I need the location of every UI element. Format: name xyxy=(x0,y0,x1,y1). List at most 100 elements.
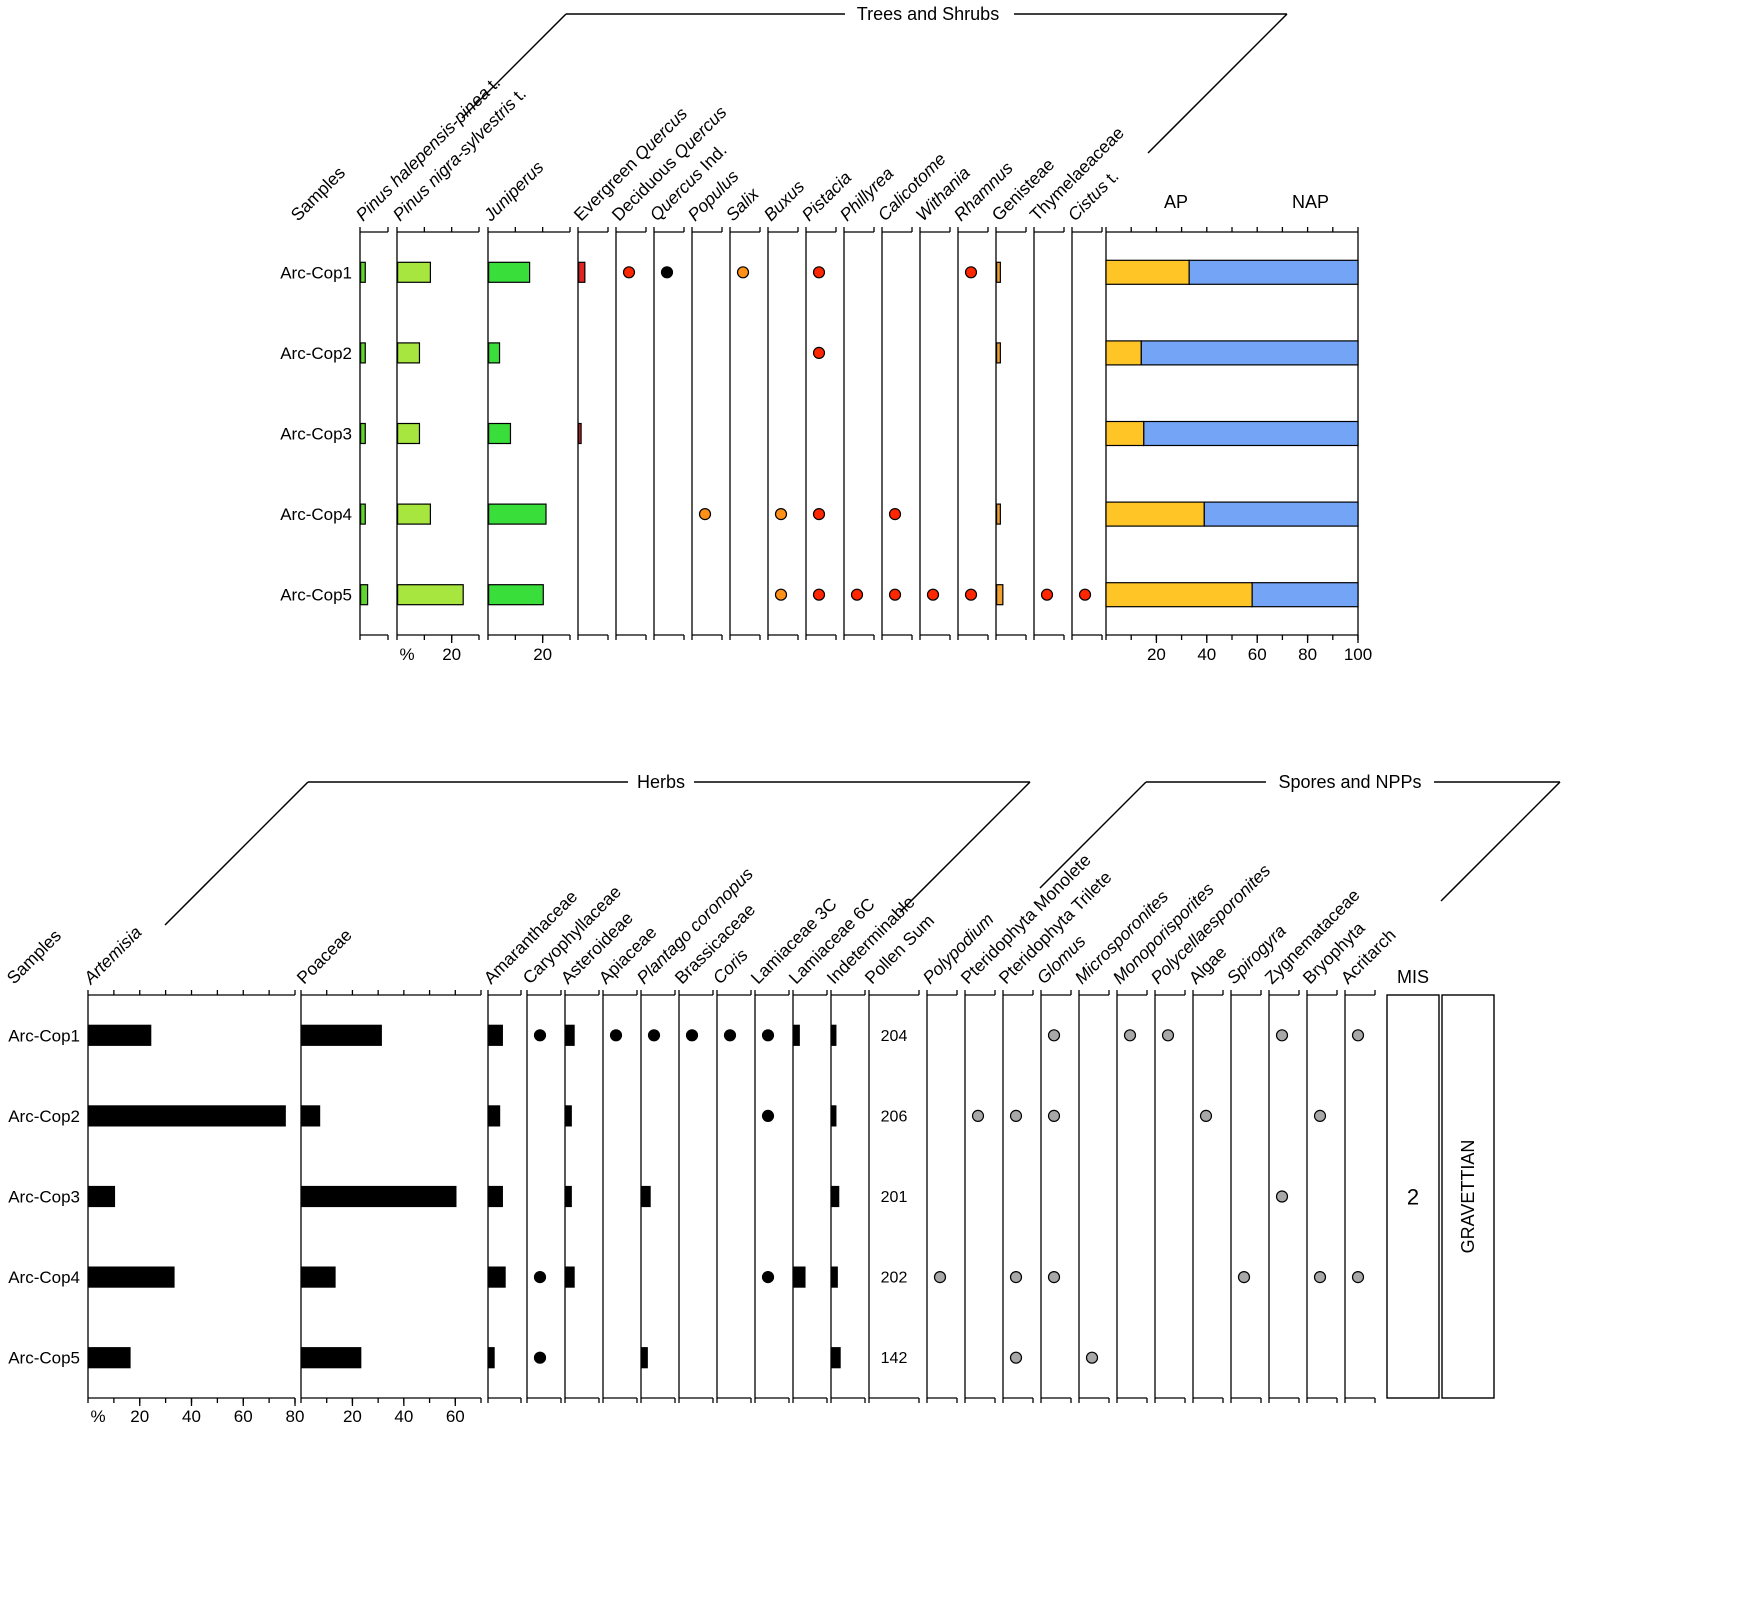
presence-dot xyxy=(971,1109,985,1123)
tick-label: 20 xyxy=(1147,645,1166,664)
column-asteroideae: Asteroideae xyxy=(557,908,637,1403)
bracket-line xyxy=(1440,781,1561,902)
bar xyxy=(488,422,512,445)
column-mis: MIS 2 xyxy=(1386,967,1440,1399)
sample-label: Arc-Cop1 xyxy=(280,263,352,282)
presence-dot xyxy=(685,1029,699,1042)
bar xyxy=(360,503,366,525)
bar xyxy=(87,1266,175,1288)
tick-label: 20 xyxy=(343,1407,362,1426)
presence-dot xyxy=(812,346,826,359)
bar xyxy=(564,1105,572,1127)
sample-label: Arc-Cop4 xyxy=(8,1268,80,1287)
column-juniperus: 20 Juniperus xyxy=(479,157,571,664)
presence-dot xyxy=(850,588,864,601)
presence-dot xyxy=(723,1029,737,1042)
column-apiaceae: Apiaceae xyxy=(595,922,660,1403)
presence-dot xyxy=(1085,1351,1099,1364)
tick-label: 20 xyxy=(533,645,552,664)
tick-label: 80 xyxy=(1298,645,1317,664)
bar xyxy=(830,1185,840,1208)
pollen-sum-value: 201 xyxy=(881,1189,908,1206)
bar xyxy=(301,1266,336,1288)
bar xyxy=(995,584,1004,606)
bar xyxy=(488,1024,503,1046)
bracket-line xyxy=(1039,781,1147,889)
column-acritarch: Acritarch xyxy=(1337,925,1400,1403)
nap-bar xyxy=(1188,259,1359,285)
bar xyxy=(995,503,1001,525)
column-algae: Algae xyxy=(1185,942,1230,1403)
ap-bar xyxy=(1105,259,1190,285)
presence-dot xyxy=(964,266,978,279)
presence-dot xyxy=(1237,1270,1251,1284)
column-spirogyra: Spirogyra xyxy=(1223,921,1290,1403)
presence-dot xyxy=(1009,1109,1023,1123)
tick-label: 40 xyxy=(1197,645,1216,664)
bar xyxy=(564,1266,575,1288)
bar xyxy=(488,584,544,606)
presence-dot xyxy=(774,588,788,601)
presence-dot xyxy=(1275,1190,1289,1203)
presence-dot xyxy=(761,1270,775,1284)
group-label: Spores and NPPs xyxy=(1278,772,1421,792)
bar xyxy=(830,1105,837,1127)
presence-dot xyxy=(736,266,750,279)
bracket-line xyxy=(164,781,309,926)
bar xyxy=(995,342,1001,364)
bar xyxy=(87,1105,286,1127)
bar xyxy=(488,1347,495,1369)
box-value: 2 xyxy=(1407,1185,1419,1210)
bar xyxy=(488,503,547,525)
column-gravettian: GRAVETTIAN xyxy=(1441,994,1495,1399)
presence-dot xyxy=(964,588,978,601)
column-artemisia: 20 40 60 80% Artemisia xyxy=(79,922,304,1426)
column-ap-nap: 20 40 60 80 100 AP NAP xyxy=(1105,192,1372,664)
presence-dot xyxy=(609,1029,623,1042)
presence-dot xyxy=(1009,1270,1023,1284)
samples-header: Samples xyxy=(3,925,65,987)
group-bracket-herbs: Herbs xyxy=(164,772,1031,926)
percent-label: % xyxy=(399,645,414,664)
ap-bar xyxy=(1105,420,1145,447)
column-coris: Coris xyxy=(709,945,752,1403)
ap-bar xyxy=(1105,582,1253,608)
sample-label: Arc-Cop5 xyxy=(280,586,352,605)
column-glomus: Glomus xyxy=(1033,931,1090,1403)
nap-bar xyxy=(1140,340,1359,366)
panel-trees-and-shrubs: Arc-Cop1 Arc-Cop2 Arc-Cop3 Arc-Cop4 Arc-Cop5… xyxy=(280,72,1372,664)
sample-label: Arc-Cop3 xyxy=(8,1188,80,1207)
bar xyxy=(360,422,366,445)
nap-bar xyxy=(1143,420,1359,447)
pollen-sum-value: 206 xyxy=(881,1108,908,1125)
presence-dot xyxy=(888,588,902,601)
presence-dot xyxy=(1040,588,1054,601)
bar xyxy=(87,1024,152,1046)
presence-dot xyxy=(1351,1029,1365,1042)
presence-dot xyxy=(933,1270,947,1284)
presence-dot xyxy=(533,1351,547,1364)
sample-label: Arc-Cop4 xyxy=(280,505,352,524)
presence-dot xyxy=(1078,588,1092,601)
bar xyxy=(360,342,366,364)
column-header: Juniperus xyxy=(479,157,548,226)
group-label: Herbs xyxy=(637,772,685,792)
bar xyxy=(397,261,432,283)
column-poaceae: 20 40 60 Poaceae xyxy=(293,925,482,1426)
presence-dot xyxy=(1009,1351,1023,1364)
column-pinus-halepensis-pinea: Pinus halepensis-pinea t. xyxy=(352,72,504,640)
presence-dot xyxy=(622,266,636,279)
percent-label: % xyxy=(90,1407,105,1426)
sample-label: Arc-Cop1 xyxy=(8,1026,80,1045)
bar xyxy=(792,1266,806,1288)
column-withania: Withania xyxy=(912,162,974,640)
bar xyxy=(397,503,432,525)
bracket-line xyxy=(1147,13,1288,154)
tick-label: 40 xyxy=(394,1407,413,1426)
presence-dot xyxy=(761,1029,775,1042)
bar xyxy=(564,1024,575,1046)
ap-bar xyxy=(1105,501,1205,527)
bar xyxy=(995,261,1001,283)
